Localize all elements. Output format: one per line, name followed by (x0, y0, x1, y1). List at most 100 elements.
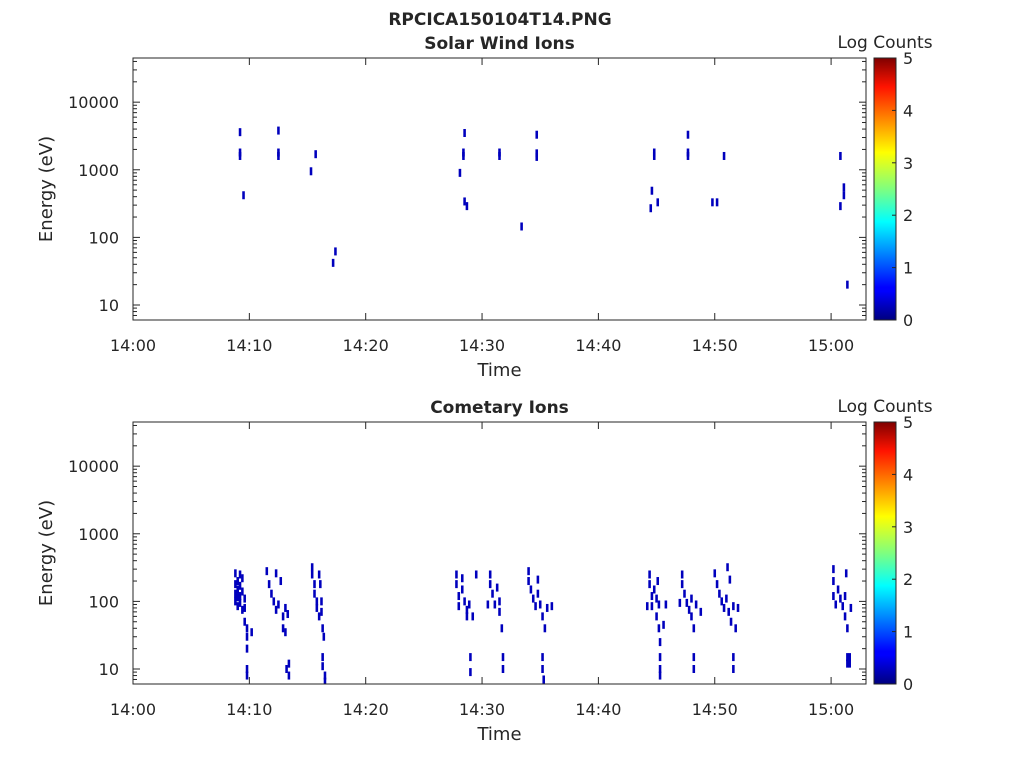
data-cell (238, 581, 242, 590)
colorbar-tick-label: 3 (903, 518, 913, 537)
data-cell (535, 130, 539, 139)
data-cell (843, 592, 847, 601)
colorbar-tick-label: 5 (903, 49, 913, 68)
data-cell (321, 653, 324, 662)
data-cell (713, 569, 717, 578)
data-cell (491, 589, 494, 598)
data-cell (520, 222, 523, 231)
x-axis-label: Time (476, 724, 521, 745)
data-cell (839, 202, 842, 211)
data-cell (727, 607, 730, 616)
data-cell (272, 597, 276, 606)
data-cell (245, 644, 249, 653)
x-tick-label: 15:00 (808, 700, 854, 719)
data-cell (241, 587, 244, 596)
data-cell (656, 198, 660, 207)
data-cell (680, 580, 684, 589)
data-cell (690, 594, 693, 603)
data-cell (274, 569, 278, 578)
data-cell (317, 612, 321, 621)
data-cell (715, 198, 719, 207)
data-cell (725, 594, 728, 603)
data-cell (536, 575, 540, 584)
data-cell (498, 597, 501, 606)
data-cell (317, 570, 321, 579)
data-cell (319, 580, 322, 589)
data-cell (463, 597, 466, 606)
y-tick-label: 10000 (68, 457, 119, 476)
x-tick-label: 14:20 (343, 700, 389, 719)
data-cell (662, 620, 665, 629)
data-cell (849, 603, 853, 612)
data-cell (277, 126, 280, 135)
data-cell (265, 567, 269, 576)
data-cell (728, 575, 732, 584)
x-tick-label: 15:00 (808, 336, 854, 355)
data-cell (658, 638, 662, 647)
data-cell (699, 607, 703, 616)
data-cell (245, 671, 249, 680)
data-cell (241, 605, 244, 614)
data-cell (501, 665, 505, 674)
data-cell (234, 597, 237, 606)
data-cell (842, 183, 846, 192)
data-cell (285, 665, 288, 674)
x-axis-label: Time (476, 360, 521, 381)
data-cell (711, 198, 714, 207)
data-cell (238, 128, 242, 137)
colorbar-tick-label: 3 (903, 154, 913, 173)
plot-area-frame (132, 421, 867, 685)
data-cell (465, 605, 469, 614)
panel-title: Cometary Ions (430, 398, 569, 418)
data-cell (832, 592, 835, 601)
y-axis-label: Energy (eV) (36, 136, 57, 242)
data-cell (687, 605, 691, 614)
data-cell (848, 653, 851, 662)
data-cell (238, 148, 242, 157)
data-cell (320, 607, 323, 616)
data-cell (315, 603, 319, 612)
data-cell (836, 585, 840, 594)
data-cell (657, 600, 661, 609)
data-cell (718, 589, 721, 598)
data-cell (286, 610, 290, 619)
x-tick-label: 14:50 (692, 700, 738, 719)
data-cell (680, 570, 684, 579)
data-cell (238, 598, 242, 607)
data-cell (287, 659, 291, 668)
panel-title: Solar Wind Ions (424, 34, 575, 54)
data-cell (236, 577, 239, 586)
data-cell (495, 583, 499, 592)
colorbar-tick-label: 2 (903, 570, 913, 589)
data-cell (842, 191, 846, 200)
data-cell (310, 570, 314, 579)
data-cell (527, 577, 530, 586)
data-cell (471, 612, 475, 621)
data-cell (657, 624, 661, 633)
colorbar-tick-label: 1 (903, 259, 913, 278)
data-cell (683, 589, 686, 598)
data-cell (469, 653, 472, 662)
data-cell (486, 600, 490, 609)
data-cell (686, 148, 690, 157)
data-cell (245, 665, 249, 674)
data-cell (694, 600, 698, 609)
data-cell (457, 592, 461, 601)
data-cell (655, 594, 658, 603)
x-tick-label: 14:40 (575, 700, 621, 719)
data-cell (498, 148, 501, 157)
data-cell (281, 612, 285, 621)
data-cell (245, 624, 249, 633)
panel-solar-wind-ions: Solar Wind Ions 14:00 14:10 14:20 14:30 14:40… (36, 33, 933, 381)
data-cell (467, 600, 471, 609)
colorbar-tick-label: 1 (903, 623, 913, 642)
data-cell (655, 612, 658, 621)
data-cell (664, 600, 668, 609)
y-tick-label: 10 (99, 660, 119, 679)
data-cell (535, 149, 539, 158)
data-cell (527, 567, 530, 576)
data-cell (736, 603, 740, 612)
data-cell (658, 653, 662, 662)
